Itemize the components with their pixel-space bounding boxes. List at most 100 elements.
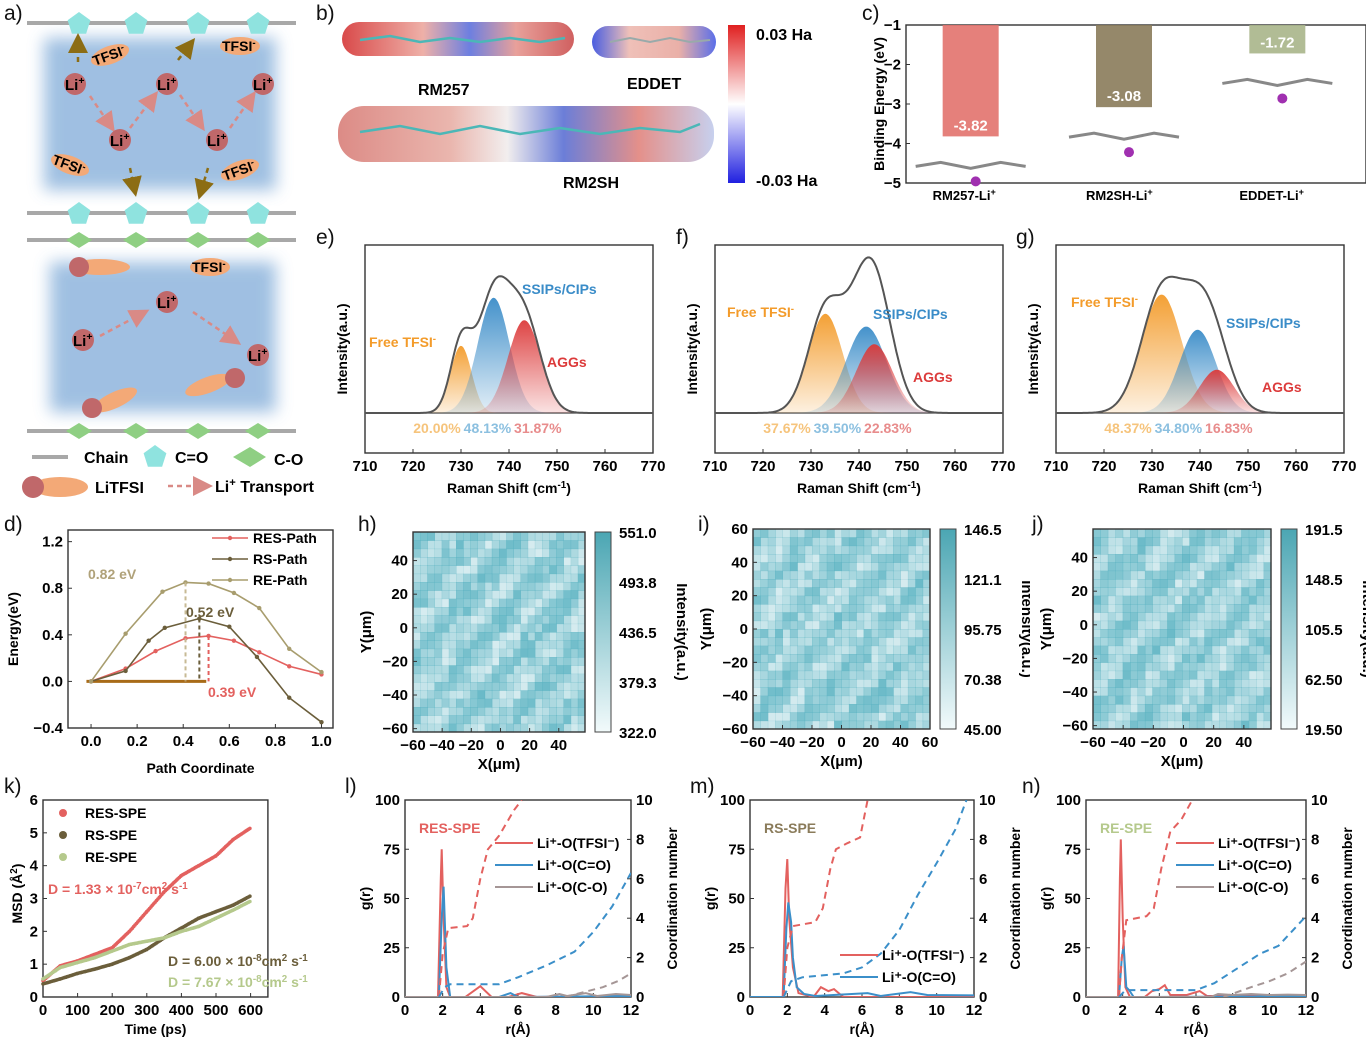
heatmap-cell xyxy=(427,590,435,600)
legend-marker xyxy=(227,556,233,562)
heatmap-cell xyxy=(499,673,507,683)
heatmap-cell xyxy=(1093,637,1101,647)
heatmap-cell xyxy=(470,548,478,558)
heatmap-cell xyxy=(760,704,769,713)
heatmap-cell xyxy=(841,637,850,647)
heatmap-cell xyxy=(1189,562,1198,572)
heatmap-cell xyxy=(456,715,464,725)
heatmap-cell xyxy=(1144,587,1153,597)
heatmap-cell xyxy=(527,640,536,650)
heatmap-cell xyxy=(1122,704,1131,713)
heatmap-cell xyxy=(1144,712,1153,722)
y-axis-label: Y(μm) xyxy=(358,611,375,654)
heatmap-cell xyxy=(885,620,894,630)
heatmap-cell xyxy=(506,540,514,550)
heatmap-cell xyxy=(804,679,813,688)
heatmap-cell xyxy=(420,698,428,708)
x-tick-label: 12 xyxy=(1298,1002,1315,1019)
heatmap-cell xyxy=(1144,595,1153,605)
heatmap-cell xyxy=(1204,595,1213,605)
heatmap-cell xyxy=(1233,545,1242,555)
heatmap-cell xyxy=(484,682,493,691)
heatmap-cell xyxy=(1093,587,1101,597)
heatmap-cell xyxy=(760,712,769,722)
heatmap-cell xyxy=(563,707,572,716)
heatmap-cell xyxy=(1174,612,1183,622)
heatmap-cell xyxy=(1233,620,1242,630)
heatmap-cell xyxy=(1100,545,1109,555)
heatmap-cell xyxy=(907,604,916,613)
heatmap-cell xyxy=(1263,720,1272,730)
heatmap-cell xyxy=(420,690,428,700)
heatmap-cell xyxy=(1159,679,1168,688)
heatmap-cell xyxy=(1219,562,1228,572)
heatmap-cell xyxy=(841,545,850,555)
heatmap-cell xyxy=(885,595,894,605)
heatmap-cell xyxy=(922,687,931,697)
x-tick-label: −20 xyxy=(459,737,484,754)
heatmap-cell xyxy=(1196,604,1205,613)
heatmap-cell xyxy=(760,629,769,638)
heatmap-cell xyxy=(893,570,901,580)
heatmap-cell xyxy=(499,532,507,541)
heatmap-cell xyxy=(789,670,798,680)
heatmap-cell xyxy=(1130,720,1139,730)
heatmap-cell xyxy=(441,540,450,550)
heatmap-cell xyxy=(556,698,564,708)
heatmap-cell xyxy=(812,554,820,563)
heatmap-cell xyxy=(484,607,493,616)
y-tick-label: 100 xyxy=(375,792,400,809)
colorbar-tick-label: 493.8 xyxy=(619,575,657,592)
heatmap-cell xyxy=(1093,579,1101,588)
heatmap-cell xyxy=(1122,612,1131,622)
heatmap-cell xyxy=(413,532,421,541)
heatmap-cell xyxy=(782,645,791,655)
heatmap-cell xyxy=(563,632,572,641)
heatmap-cell xyxy=(1263,529,1272,538)
heatmap-cell xyxy=(513,657,521,666)
heatmap-cell xyxy=(1189,629,1198,638)
heatmap-cell xyxy=(1196,720,1205,730)
x-tick-label: −60 xyxy=(1080,734,1105,751)
heatmap-cell xyxy=(506,623,514,633)
heatmap-cell xyxy=(1167,587,1176,597)
heatmap-cell xyxy=(527,673,536,683)
heatmap-cell xyxy=(856,629,865,638)
heatmap-cell xyxy=(491,565,500,575)
heatmap-cell xyxy=(922,612,931,622)
heatmap-cell xyxy=(1233,562,1242,572)
heatmap-cell xyxy=(434,573,443,583)
y-right-tick-label: 6 xyxy=(979,871,987,888)
heatmap-cell xyxy=(563,557,572,566)
heatmap-cell xyxy=(848,662,857,672)
system-label: RES-SPE xyxy=(419,820,480,836)
heatmap-cell xyxy=(463,532,471,541)
x-tick-label: 0.8 xyxy=(265,733,286,750)
heatmap-cell xyxy=(753,545,761,555)
heatmap-cell xyxy=(1100,620,1109,630)
heatmap-cell xyxy=(1248,604,1257,613)
y-right-tick-label: 8 xyxy=(636,831,644,848)
heatmap-cell xyxy=(448,548,457,558)
heatmap-cell xyxy=(812,720,820,730)
heatmap-cell xyxy=(893,704,901,713)
heatmap-cell xyxy=(1130,670,1139,680)
heatmap-cell xyxy=(1219,662,1228,672)
ether-group-icon xyxy=(245,232,271,248)
legend-label: RES-SPE xyxy=(85,805,146,821)
heatmap-cell xyxy=(1182,620,1190,630)
x-tick-label: −40 xyxy=(1110,734,1135,751)
x-axis-label: r(Å) xyxy=(1184,1021,1209,1037)
coordination-number-curve xyxy=(1118,800,1194,997)
heatmap-cell xyxy=(456,723,464,733)
y-tick-label: 40 xyxy=(391,553,408,570)
heatmap-cell xyxy=(1137,537,1146,547)
heatmap-cell xyxy=(434,615,443,625)
heatmap-cell xyxy=(1204,695,1213,705)
heatmap-cell xyxy=(434,532,443,541)
heatmap-cell xyxy=(1144,645,1153,655)
heatmap-cell xyxy=(797,529,806,538)
msd-point xyxy=(248,826,252,831)
heatmap-cell xyxy=(834,529,842,538)
heatmap-cell xyxy=(1233,587,1242,597)
